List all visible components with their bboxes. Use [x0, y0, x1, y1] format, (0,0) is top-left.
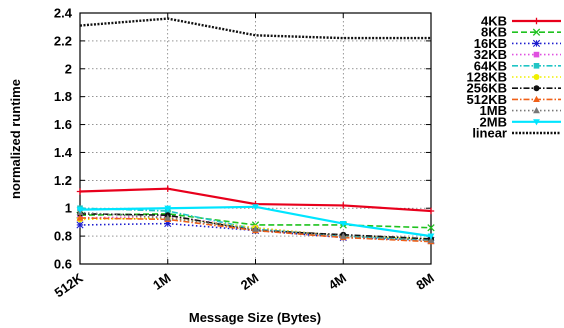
- y-tick-label: 2.2: [54, 33, 72, 48]
- y-axis-ticks: 0.6 0.8 1 1.2 1.4 1.6 1.8 2 2.2 2.4: [54, 6, 431, 272]
- legend: 4KB8KB16KB32KB64KB128KB256KB512KB1MB2MBl…: [467, 14, 561, 141]
- legend-item: 4KB: [481, 14, 561, 29]
- data-point: [164, 185, 171, 192]
- legend-label: linear: [472, 126, 507, 141]
- y-tick-label: 2.4: [54, 6, 73, 21]
- series-line: [79, 222, 432, 242]
- series-4kb: [76, 185, 435, 215]
- data-point: [427, 233, 435, 240]
- legend-item: 16KB: [474, 36, 561, 51]
- x-axis-title: Message Size (Bytes): [189, 310, 321, 325]
- y-tick-label: 1.2: [54, 173, 72, 188]
- legend-label: 64KB: [474, 58, 507, 73]
- y-tick-label: 2: [65, 61, 72, 76]
- y-tick-label: 1.4: [54, 145, 73, 160]
- legend-label: 128KB: [467, 70, 507, 85]
- legend-label: 4KB: [481, 14, 507, 29]
- data-point: [339, 232, 347, 239]
- series-2mb: [76, 204, 435, 240]
- legend-item: 1MB: [480, 103, 561, 118]
- data-point: [427, 236, 435, 243]
- legend-item: 256KB: [467, 81, 561, 96]
- data-point: [76, 221, 84, 229]
- legend-item: 2MB: [480, 114, 561, 129]
- legend-item: 32KB: [474, 47, 561, 62]
- y-axis-title: normalized runtime: [8, 79, 23, 199]
- x-tick-label: 4M: [326, 270, 349, 293]
- y-tick-label: 1: [65, 201, 72, 216]
- data-point: [76, 188, 84, 195]
- data-point: [164, 219, 172, 228]
- x-tick-label: 512K: [52, 270, 87, 300]
- legend-item: 64KB: [474, 58, 561, 73]
- data-point: [533, 74, 540, 80]
- data-point: [532, 28, 541, 36]
- data-point: [427, 224, 435, 232]
- data-point: [252, 204, 259, 211]
- legend-item: 128KB: [467, 70, 561, 85]
- data-point: [76, 207, 84, 214]
- y-tick-label: 1.8: [54, 89, 72, 104]
- data-point: [533, 17, 540, 25]
- data-point: [533, 85, 540, 92]
- data-point: [252, 225, 259, 232]
- x-axis-ticks: 512K 1M 2M 4M 8M: [52, 13, 437, 300]
- x-tick-label: 1M: [150, 270, 173, 293]
- legend-item: linear: [472, 126, 561, 141]
- x-tick-label: 8M: [413, 270, 436, 293]
- data-point: [533, 95, 540, 102]
- y-tick-label: 1.6: [54, 117, 72, 132]
- legend-item: 8KB: [481, 25, 561, 40]
- y-tick-label: 0.8: [54, 229, 72, 244]
- legend-label: 8KB: [481, 25, 507, 40]
- data-point: [533, 119, 540, 126]
- data-point: [533, 63, 540, 69]
- data-point: [533, 51, 540, 58]
- data-point: [164, 205, 172, 212]
- legend-item: 512KB: [467, 92, 561, 107]
- legend-label: 256KB: [467, 81, 507, 96]
- legend-label: 32KB: [474, 47, 507, 62]
- legend-label: 16KB: [474, 36, 507, 51]
- legend-label: 1MB: [480, 103, 507, 118]
- data-point: [164, 214, 172, 221]
- data-point: [76, 214, 84, 221]
- y-tick-label: 0.6: [54, 257, 72, 272]
- data-point: [532, 39, 541, 47]
- data-point: [427, 207, 435, 215]
- legend-label: 512KB: [467, 92, 507, 107]
- series-line: [79, 17, 431, 40]
- series-layer: [76, 17, 435, 245]
- data-point: [340, 202, 347, 209]
- data-point: [533, 107, 540, 114]
- series-linear: [79, 17, 431, 40]
- data-point: [339, 220, 347, 228]
- legend-label: 2MB: [480, 114, 507, 129]
- x-tick-label: 2M: [238, 270, 261, 293]
